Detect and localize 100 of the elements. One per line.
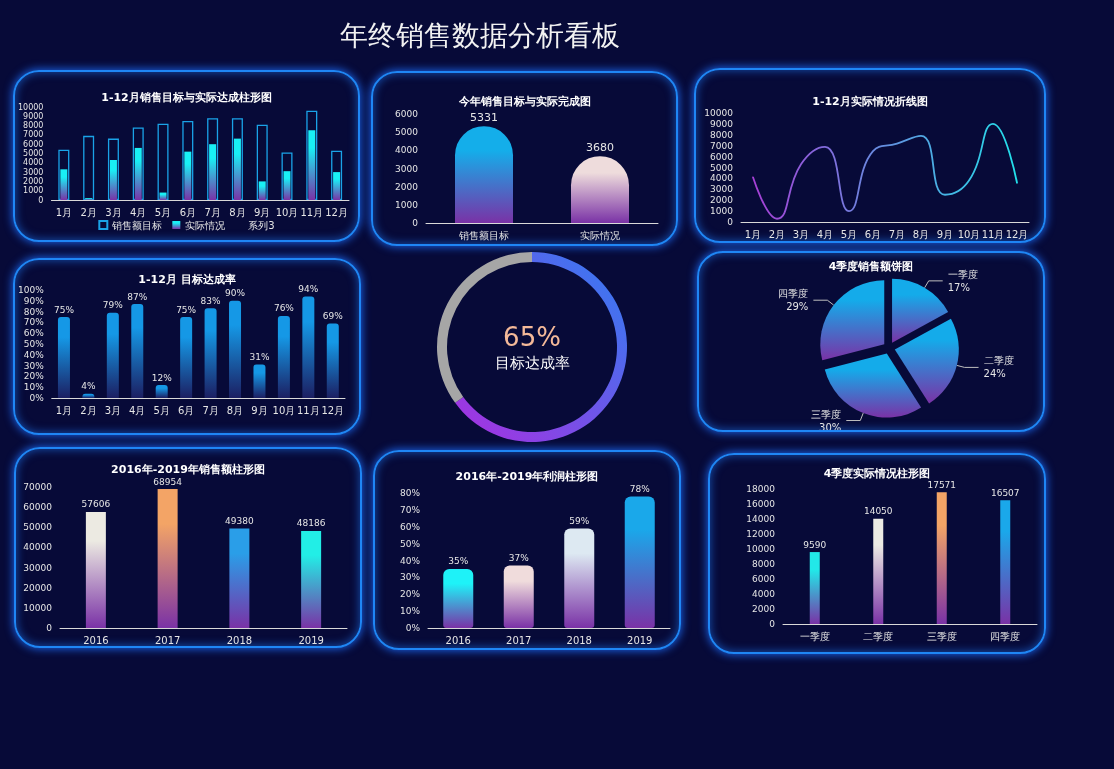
y-tick-label: 0% [29, 393, 45, 403]
y-tick-label: 40% [399, 555, 421, 566]
slice-label: 一季度 [947, 268, 978, 280]
data-label: 68954 [153, 476, 183, 487]
data-label: 29% [786, 301, 809, 313]
bar [132, 127, 144, 200]
y-tick-label: 2000 [710, 195, 734, 206]
y-tick-label: 70% [23, 317, 45, 328]
y-tick-label: 0 [412, 218, 419, 228]
y-tick-label: 20000 [23, 582, 53, 593]
y-tick-label: 0 [727, 217, 734, 227]
x-tick-label: 2018 [226, 634, 253, 646]
bar [83, 135, 95, 200]
x-tick-label: 10月 [272, 404, 296, 416]
data-label: 14050 [863, 506, 893, 517]
y-tick-label: 10% [399, 606, 421, 617]
y-tick-label: 40000 [23, 542, 53, 553]
bar [109, 160, 117, 200]
y-tick-label: 10000 [23, 602, 53, 613]
x-tick-label: 4月 [130, 206, 147, 218]
bar [331, 150, 343, 200]
bar [258, 181, 266, 200]
data-label: 75% [53, 304, 75, 315]
y-tick-label: 30% [399, 572, 421, 583]
bar [308, 130, 316, 200]
x-tick-label: 7月 [888, 228, 906, 240]
x-tick-label: 2019 [627, 634, 653, 646]
x-tick-label: 9月 [251, 404, 268, 416]
data-label: 78% [629, 483, 651, 494]
chart-title: 2016年-2019年销售额柱形图 [111, 463, 265, 476]
y-tick-label: 0 [46, 623, 53, 633]
y-tick-label: 1000 [395, 199, 419, 210]
bar [184, 151, 192, 200]
data-label: 87% [127, 291, 148, 302]
data-label: 69% [322, 310, 344, 321]
x-tick-label: 5月 [154, 206, 172, 218]
bar [301, 530, 322, 628]
bar [326, 323, 339, 398]
data-label: 5331 [470, 111, 498, 125]
y-tick-label: 6000 [752, 574, 776, 584]
bar [333, 172, 341, 200]
data-label: 90% [225, 288, 246, 299]
x-tick-label: 12月 [325, 206, 348, 218]
data-label: 3680 [586, 141, 614, 155]
data-label: 65% [503, 322, 561, 352]
chart-title: 1-12月销售目标与实际达成柱形图 [101, 91, 272, 104]
x-tick-label: 三季度 [926, 630, 957, 642]
x-tick-label: 11月 [981, 228, 1005, 240]
bar [182, 120, 194, 200]
y-tick-label: 8000 [710, 129, 734, 140]
y-tick-label: 2000 [395, 181, 419, 192]
y-tick-label: 6000 [23, 139, 44, 149]
bar [256, 124, 268, 200]
y-tick-label: 6000 [710, 151, 734, 162]
x-tick-label: 4月 [816, 228, 834, 240]
y-tick-label: 50000 [23, 522, 53, 533]
x-tick-label: 2月 [80, 206, 97, 218]
slice-label: 目标达成率 [494, 354, 570, 372]
bar [157, 489, 178, 628]
y-tick-label: 50% [399, 538, 421, 549]
bar [253, 364, 266, 398]
x-tick-label: 8月 [229, 206, 246, 218]
y-tick-label: 3000 [710, 184, 734, 195]
bar [1000, 500, 1011, 624]
bar [229, 300, 242, 398]
data-label: 48186 [296, 518, 326, 529]
x-tick-label: 2月 [80, 404, 97, 416]
y-tick-label: 4000 [752, 589, 776, 599]
data-label: 16507 [990, 487, 1020, 498]
chart-title: 4季度实际情况柱形图 [823, 467, 931, 480]
y-tick-label: 80% [399, 488, 421, 498]
data-label: 37% [508, 553, 530, 564]
y-tick-label: 8000 [752, 559, 776, 569]
bar [60, 169, 68, 200]
data-label: 76% [273, 303, 295, 314]
bar [107, 138, 119, 200]
data-label: 57606 [81, 499, 111, 510]
y-tick-label: 8000 [23, 121, 44, 131]
line-series [752, 123, 1018, 220]
text: 系列3 [248, 219, 275, 231]
bar [233, 138, 241, 200]
y-tick-label: 30000 [23, 562, 53, 573]
x-tick-label: 2017 [506, 634, 532, 646]
y-tick-label: 4000 [395, 145, 419, 156]
x-tick-label: 3月 [104, 404, 122, 416]
data-label: 75% [176, 304, 197, 315]
y-tick-label: 70% [399, 504, 421, 515]
bar [106, 312, 119, 398]
data-label: 4% [81, 381, 96, 392]
data-label: 35% [448, 556, 469, 567]
chart-title: 今年销售目标与实际完成图 [457, 95, 591, 108]
x-tick-label: 二季度 [863, 630, 894, 642]
bar [564, 528, 595, 628]
x-tick-label: 1月 [55, 404, 73, 416]
y-tick-label: 9000 [23, 111, 44, 121]
x-tick-label: 2018 [566, 634, 592, 646]
bar [624, 496, 655, 628]
bar [281, 152, 293, 200]
chart-title: 1-12月 目标达成率 [138, 273, 236, 286]
y-tick-label: 10000 [746, 544, 776, 554]
